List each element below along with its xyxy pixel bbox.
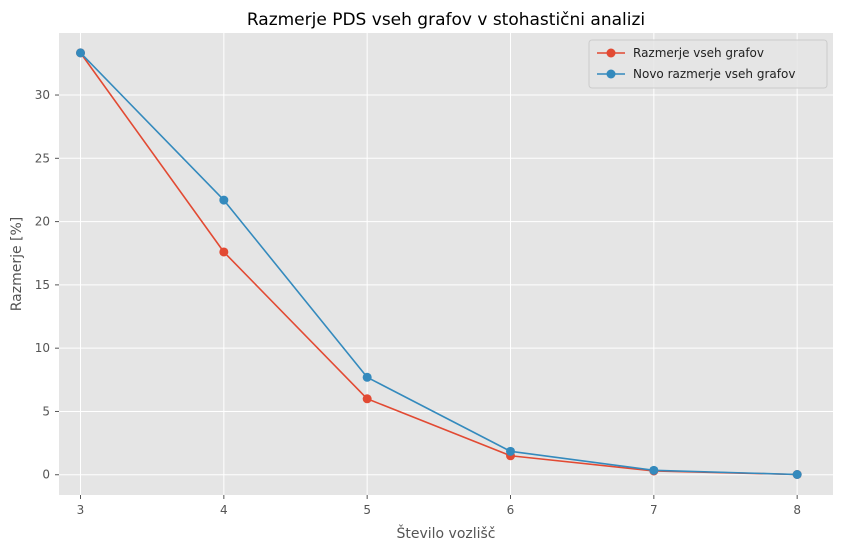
legend-marker xyxy=(606,69,616,79)
data-point xyxy=(362,394,372,404)
y-tick-label: 25 xyxy=(35,151,50,165)
series-2 xyxy=(76,48,802,479)
x-axis-label: Število vozlišč xyxy=(396,524,495,542)
y-tick-label: 15 xyxy=(35,278,50,292)
x-tick-label: 7 xyxy=(650,503,658,517)
legend-item: Novo razmerje vseh grafov xyxy=(597,67,795,81)
legend-label: Razmerje vseh grafov xyxy=(633,46,764,60)
series-line xyxy=(79,52,798,476)
y-axis-label: Razmerje [%] xyxy=(9,217,25,312)
plot-area xyxy=(59,33,833,495)
grid-lines xyxy=(59,33,833,495)
legend-marker xyxy=(606,48,616,58)
chart-title: Razmerje PDS vseh grafov v stohastični a… xyxy=(247,10,645,30)
x-tick-label: 5 xyxy=(363,503,371,517)
y-tick-label: 5 xyxy=(42,404,50,418)
y-tick-label: 30 xyxy=(35,88,50,102)
x-tick-label: 4 xyxy=(220,503,228,517)
legend: Razmerje vseh grafov Novo razmerje vseh g… xyxy=(588,39,828,89)
data-point xyxy=(792,469,802,479)
series-layer xyxy=(76,48,802,479)
y-tick-labels: 0 5 10 15 20 25 30 xyxy=(35,88,59,482)
y-tick-label: 0 xyxy=(42,468,50,482)
x-tick-label: 8 xyxy=(793,503,801,517)
x-tick-label: 3 xyxy=(77,503,85,517)
data-point xyxy=(219,247,229,257)
data-point xyxy=(506,446,515,456)
y-tick-label: 20 xyxy=(35,215,50,229)
x-tick-labels: 3 4 5 6 7 8 xyxy=(77,495,801,517)
data-point xyxy=(649,465,659,475)
data-point xyxy=(76,48,85,58)
x-tick-label: 6 xyxy=(507,503,515,517)
legend-label: Novo razmerje vseh grafov xyxy=(633,67,795,81)
legend-item: Razmerje vseh grafov xyxy=(597,46,764,60)
data-point xyxy=(362,372,372,382)
data-point xyxy=(219,195,229,205)
legend-box xyxy=(588,39,828,89)
y-tick-label: 10 xyxy=(35,341,50,355)
